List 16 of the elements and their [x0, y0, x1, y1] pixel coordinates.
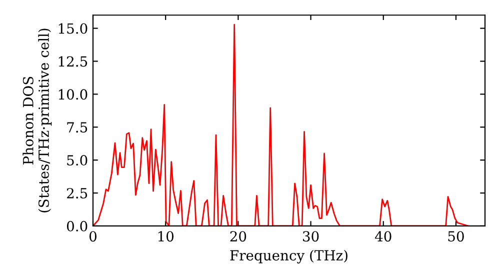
- x-tick-label: 20: [230, 231, 246, 242]
- x-tick-label: 10: [158, 231, 174, 242]
- y-tick-label: 15.0: [58, 23, 88, 34]
- y-axis-title: Phonon DOS (States/THz·primitive cell): [22, 28, 52, 212]
- x-tick-label: 40: [374, 231, 392, 242]
- x-tick-label: 50: [448, 231, 464, 242]
- y-tick-label: 7.5: [67, 122, 88, 133]
- y-tick-label: 5.0: [67, 155, 88, 166]
- y-tick-label: 0.0: [66, 220, 88, 232]
- y-tick-label: 2.5: [66, 188, 88, 198]
- y-tick-label: 10.0: [58, 89, 88, 100]
- x-tick-label: 30: [303, 231, 319, 242]
- x-tick-label: 0: [89, 231, 96, 242]
- x-axis-title: Frequency (THz): [230, 250, 348, 264]
- line-series: [93, 24, 469, 226]
- y-tick-label: 12.5: [58, 56, 88, 67]
